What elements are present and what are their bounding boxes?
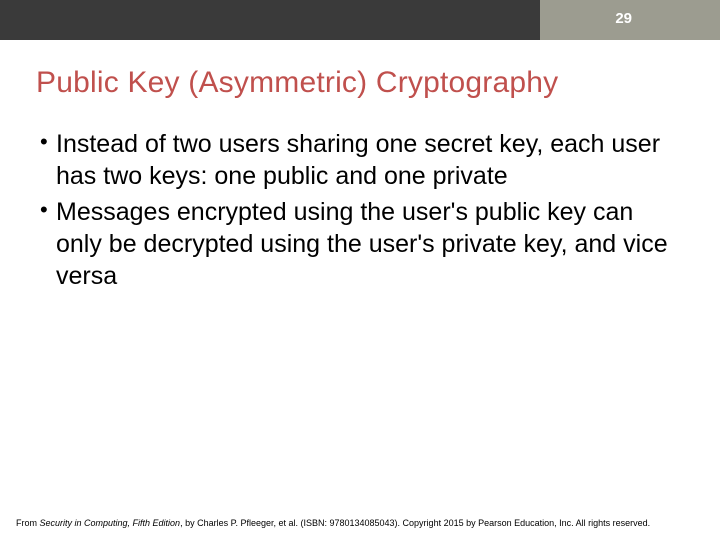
footer-attribution: From Security in Computing, Fifth Editio… <box>16 518 704 528</box>
header-bar: 29 <box>0 0 720 40</box>
slide-title: Public Key (Asymmetric) Cryptography <box>36 66 684 100</box>
header-dark-segment <box>0 0 540 40</box>
footer-book-title: Security in Computing, Fifth Edition <box>40 518 181 528</box>
bullet-item: Instead of two users sharing one secret … <box>40 128 684 192</box>
bullet-item: Messages encrypted using the user's publ… <box>40 196 684 292</box>
footer-prefix: From <box>16 518 40 528</box>
footer-suffix: , by Charles P. Pfleeger, et al. (ISBN: … <box>180 518 650 528</box>
slide-number: 29 <box>615 10 632 27</box>
slide-content: Public Key (Asymmetric) Cryptography Ins… <box>0 40 720 292</box>
bullet-list: Instead of two users sharing one secret … <box>36 128 684 292</box>
